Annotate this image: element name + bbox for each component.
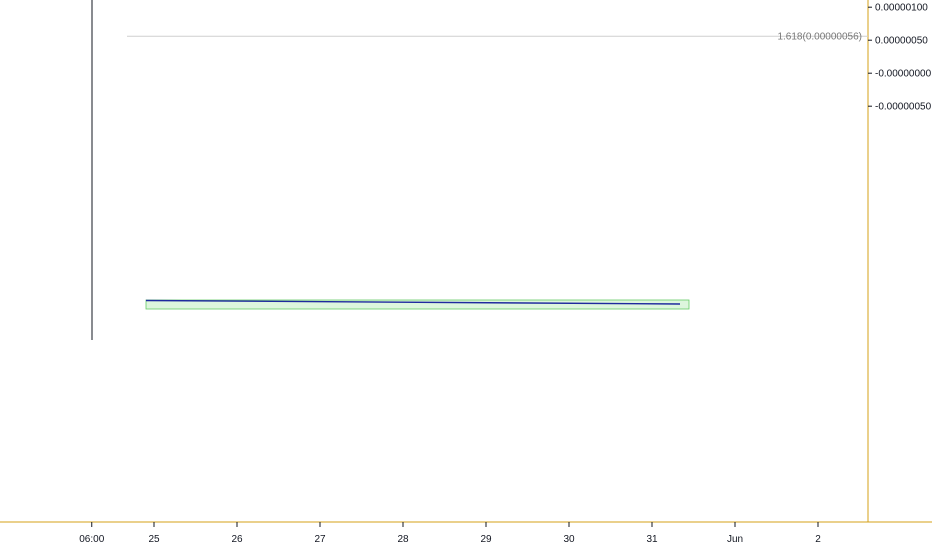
- drawings-layer[interactable]: [0, 0, 868, 340]
- x-tick-label: 25: [148, 534, 160, 545]
- support-zone-box[interactable]: [145, 299, 690, 310]
- x-axis-ticks: 06:00 25 26 27 28 29 30 31 Jun 2: [79, 522, 821, 545]
- x-tick-label: 31: [646, 534, 658, 545]
- x-tick-label: 2: [815, 534, 821, 545]
- x-tick-label: 28: [397, 534, 409, 545]
- x-tick-label: 30: [563, 534, 575, 545]
- y-axis-panel[interactable]: [868, 0, 932, 522]
- x-tick-label: 29: [480, 534, 492, 545]
- x-tick-label: Jun: [727, 534, 743, 545]
- y-tick-label: -0.00000050: [875, 102, 932, 113]
- x-tick-label: 26: [231, 534, 243, 545]
- horizontal-support-trendline[interactable]: [145, 299, 681, 305]
- y-tick-label: 0.00000050: [875, 36, 928, 47]
- x-tick-label: 27: [314, 534, 326, 545]
- y-tick-label: -0.00000000: [875, 69, 932, 80]
- fib-level-label: 1.618(0.00000056): [777, 32, 862, 43]
- x-tick-label: 06:00: [79, 534, 104, 545]
- y-tick-label: 0.00000100: [875, 3, 928, 14]
- y-axis-ticks: 0.000007000.000006500.000006000.00000550…: [868, 3, 932, 113]
- fibonacci-retracement[interactable]: 0(0.00000570)0.236(0.00000495)0.382(0.00…: [127, 0, 868, 43]
